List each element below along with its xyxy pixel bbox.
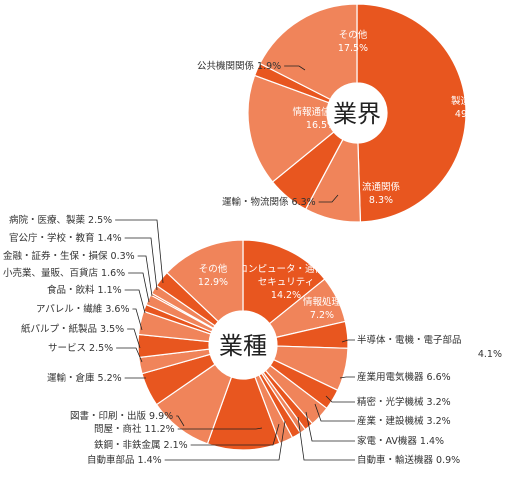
leader-label-6: 産業・建設機械 3.2%	[314, 403, 451, 427]
slice-label-6: 産業・建設機械 3.2%	[357, 415, 451, 427]
slice-label-3: 運輸・物流関係 6.3%	[222, 196, 316, 208]
leader-label-11: 問屋・商社 11.2%	[94, 423, 263, 435]
leader-line-21	[115, 219, 164, 284]
leader-label-12: 図書・印刷・出版 9.9%	[70, 410, 185, 427]
leader-line-15	[127, 328, 141, 349]
leader-label-13: 運輸・倉庫 5.2%	[47, 372, 146, 384]
leader-label-16: アパレル・繊維 3.6%	[36, 303, 143, 331]
slice-label-17: 食品・飲料 1.1%	[47, 284, 122, 296]
leader-line-7	[305, 411, 355, 442]
slice-label-15: 紙パルプ・紙製品 3.5%	[21, 323, 124, 335]
slice-label-7: 家電・AV機器 1.4%	[357, 435, 444, 447]
slice-label-21: 病院・医療、製薬 2.5%	[9, 214, 112, 226]
slice-label-3: 半導体・電機・電子部品	[357, 334, 462, 346]
leader-line-5	[284, 65, 306, 71]
leader-label-20: 官公庁・学校・教育 1.4%	[9, 232, 158, 291]
slice-label-20: 官公庁・学校・教育 1.4%	[9, 232, 122, 244]
leader-line-19	[137, 255, 153, 297]
slice-label-18: 小売業、量販、百貨店 1.6%	[3, 267, 125, 279]
slice-label-2: 情報処理 7.2%	[303, 296, 342, 321]
leader-line-3	[341, 339, 355, 343]
slice-label-6: その他 17.5%	[338, 29, 368, 54]
leader-label-8: 自動車・輸送機器 0.9%	[297, 416, 460, 466]
business-type-donut-chart: コンピュータ・通信・セキュリティ 14.2%情報処理 7.2% その他 12.9% 半導体…	[3, 214, 502, 466]
leader-label-5: 精密・光学機械 3.2%	[325, 395, 451, 408]
slice-label-1: コンピュータ・通信・セキュリティ 14.2%	[238, 263, 333, 301]
leader-label-4: 産業用電気機器 6.6%	[339, 371, 451, 383]
slice-label-22: その他 12.9%	[198, 263, 228, 288]
leader-label-15: 紙パルプ・紙製品 3.5%	[21, 323, 141, 349]
slice-label-5: 公共機関関係 1.9%	[197, 60, 281, 72]
slice-label-4: 産業用電気機器 6.6%	[357, 371, 451, 383]
center-label: 業界	[333, 100, 381, 128]
donut-hole	[327, 83, 387, 143]
leader-label-3: 運輸・物流関係 6.3%	[222, 194, 339, 208]
slice-label-1: 製造関係 49.5%	[451, 95, 490, 120]
slice-label-2: 流通関係 8.3%	[362, 181, 401, 206]
donut-hole	[209, 311, 277, 379]
leader-line-3	[318, 194, 339, 203]
slice-label-13: 運輸・倉庫 5.2%	[47, 372, 122, 384]
slice-label-5: 精密・光学機械 3.2%	[357, 396, 451, 408]
leader-line-9	[164, 420, 286, 461]
leader-line-8	[297, 416, 355, 461]
slice-label-14: サービス 2.5%	[48, 343, 113, 354]
slice-label-9: 自動車部品 1.4%	[87, 454, 162, 466]
leader-label-19: 金融・証券・生保・損保 0.3%	[3, 250, 153, 297]
leader-line-18	[128, 272, 150, 303]
slice-label-10: 鉄鋼・非鉄金属 2.1%	[94, 439, 188, 451]
leader-line-17	[124, 289, 146, 314]
leader-label-14: サービス 2.5%	[48, 343, 143, 363]
leader-line-11	[177, 427, 263, 430]
leader-label-9: 自動車部品 1.4%	[87, 420, 286, 466]
slice-label-19: 金融・証券・生保・損保 0.3%	[3, 250, 135, 262]
leader-line-4	[339, 376, 355, 379]
leader-line-16	[132, 308, 143, 331]
leader-label-17: 食品・飲料 1.1%	[47, 284, 146, 314]
industry-donut-chart: 製造関係 49.5%流通関係 8.3%情報通信関係 16.5%その他 17.5%運輸・物…	[197, 3, 490, 223]
slice-label-16: アパレル・繊維 3.6%	[36, 303, 129, 315]
leader-label-5: 公共機関関係 1.9%	[197, 60, 306, 72]
center-label: 業種	[219, 332, 267, 360]
leader-label-3: 半導体・電機・電子部品 4.1%	[341, 334, 502, 360]
leader-label-10: 鉄鋼・非鉄金属 2.1%	[94, 423, 280, 451]
slice-label-11: 問屋・商社 11.2%	[94, 423, 175, 435]
leader-label-7: 家電・AV機器 1.4%	[305, 411, 444, 447]
leader-line-6	[314, 403, 355, 422]
leader-line-10	[190, 423, 280, 446]
leader-line-5	[325, 395, 355, 403]
slice-value-3: 4.1%	[478, 349, 502, 360]
slice-label-12: 図書・印刷・出版 9.9%	[70, 410, 173, 422]
leader-line-20	[124, 237, 158, 291]
leader-line-14	[116, 347, 143, 363]
leader-label-21: 病院・医療、製薬 2.5%	[9, 214, 164, 284]
leader-line-12	[176, 415, 185, 427]
slice-label-8: 自動車・輸送機器 0.9%	[357, 454, 460, 466]
leader-label-18: 小売業、量販、百貨店 1.6%	[3, 267, 150, 303]
